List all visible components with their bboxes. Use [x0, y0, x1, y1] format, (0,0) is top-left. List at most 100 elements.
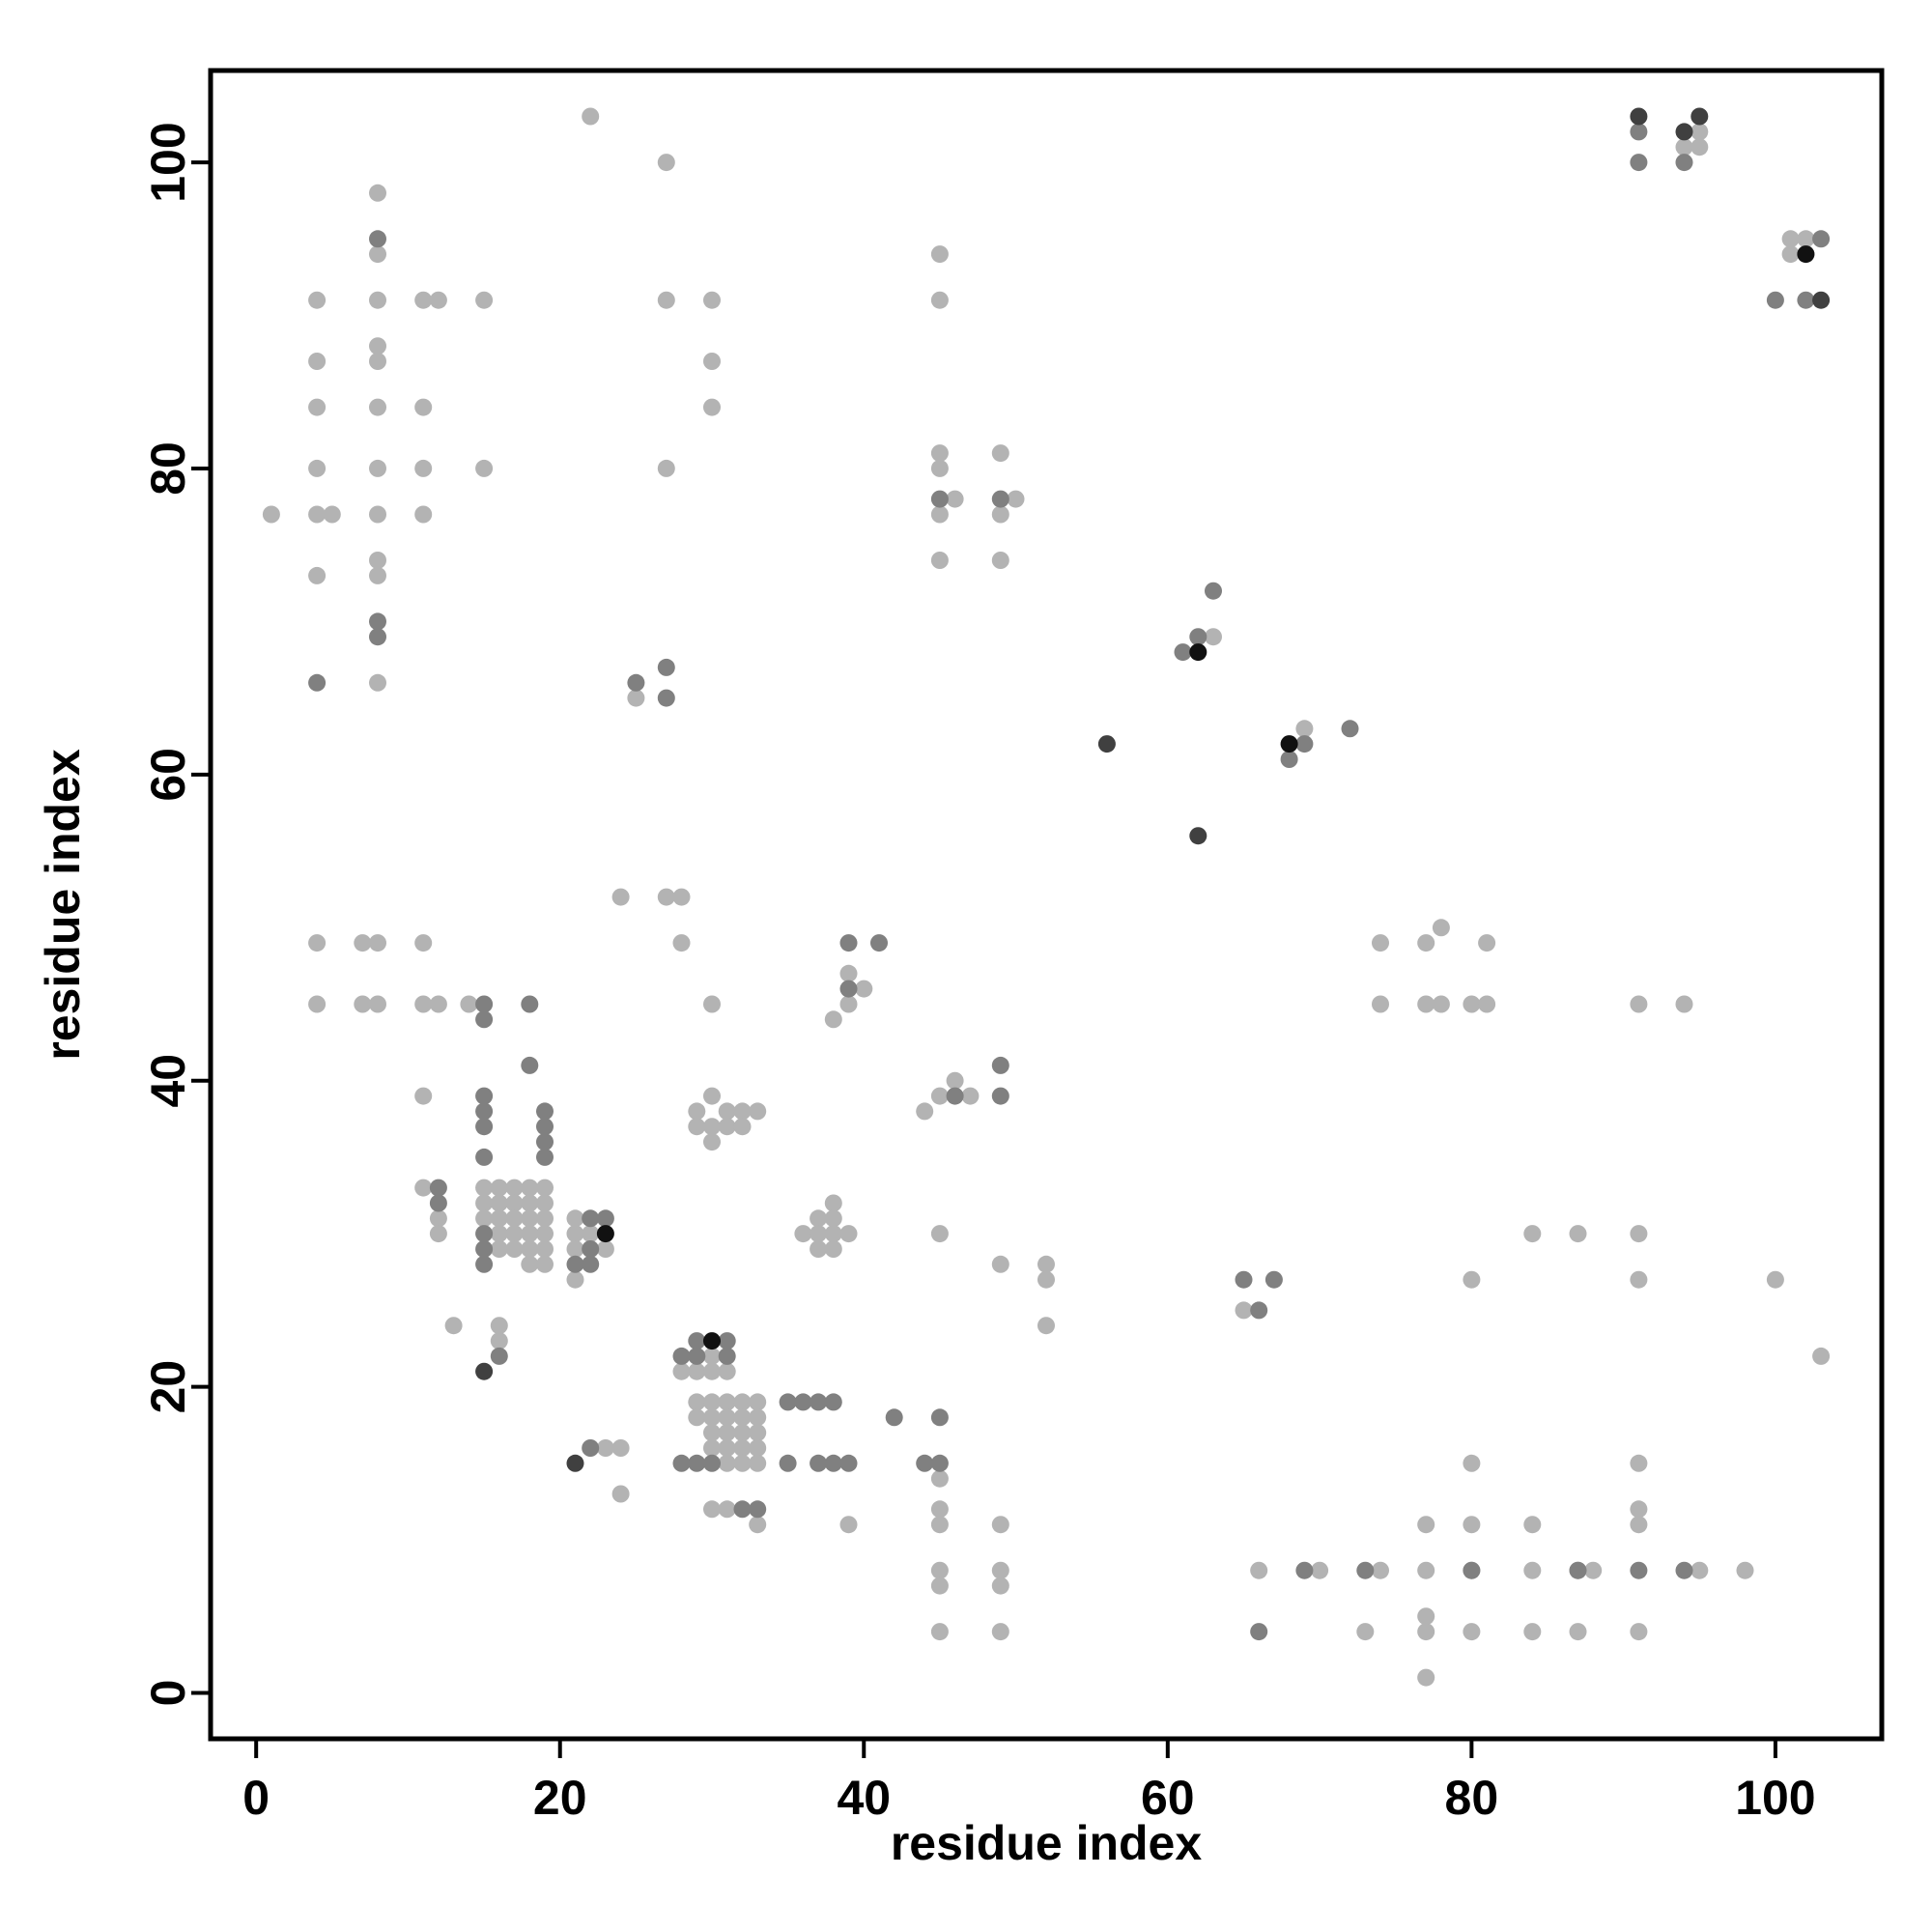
data-point-black	[1280, 735, 1298, 753]
data-point-light	[1523, 1623, 1542, 1641]
data-point-light	[414, 459, 433, 477]
data-point-mid	[1205, 582, 1222, 600]
data-point-light	[688, 1118, 706, 1136]
data-point-mid	[429, 1179, 447, 1197]
data-point-mid	[1235, 1270, 1253, 1289]
data-point-light	[414, 995, 433, 1013]
data-point-light	[703, 1424, 721, 1442]
data-point-light	[1235, 1301, 1253, 1320]
data-point-light	[672, 1362, 691, 1380]
data-point-light	[1523, 1225, 1542, 1243]
data-point-light	[308, 353, 327, 370]
data-point-mid	[688, 1454, 706, 1472]
data-point-light	[429, 1209, 447, 1228]
data-point-light	[718, 1500, 736, 1519]
data-point-light	[839, 964, 858, 982]
data-point-light	[536, 1240, 554, 1258]
data-point-light	[262, 505, 280, 524]
data-point-mid	[794, 1393, 812, 1411]
data-point-mid	[536, 1118, 554, 1136]
data-point-mid	[429, 1194, 447, 1212]
data-point-mid	[1797, 291, 1815, 309]
data-point-light	[414, 1179, 433, 1197]
data-point-mid	[369, 628, 386, 646]
y-tick-label: 20	[141, 1360, 195, 1414]
data-point-mid	[582, 1255, 600, 1273]
data-point-dark	[1097, 735, 1116, 753]
data-point-mid	[536, 1102, 554, 1121]
data-point-light	[733, 1393, 752, 1411]
data-point-light	[733, 1118, 752, 1136]
data-point-light	[611, 1485, 630, 1503]
data-point-light	[1690, 123, 1709, 141]
data-point-light	[703, 1500, 721, 1519]
data-point-light	[308, 566, 327, 584]
data-point-light	[369, 505, 386, 524]
data-point-light	[703, 353, 721, 370]
data-point-light	[657, 291, 675, 309]
data-point-light	[1463, 1454, 1481, 1472]
data-point-mid	[824, 1393, 842, 1411]
data-point-mid	[475, 1010, 494, 1029]
x-tick-label: 60	[1141, 1771, 1195, 1825]
data-point-light	[308, 459, 327, 477]
data-point-light	[1432, 919, 1450, 937]
data-point-light	[429, 995, 447, 1013]
data-point-dark	[475, 1362, 494, 1380]
data-point-light	[414, 505, 433, 524]
data-point-mid	[1675, 154, 1693, 172]
data-point-light	[308, 398, 327, 416]
data-point-mid	[930, 1408, 949, 1427]
data-point-light	[991, 1255, 1009, 1273]
data-point-light	[1812, 1347, 1831, 1365]
data-point-light	[1797, 230, 1815, 248]
data-point-light	[810, 1225, 828, 1243]
y-axis: 0 20 40 60 80 100	[141, 122, 211, 1706]
data-point-light	[1311, 1561, 1329, 1579]
data-point-mid	[582, 1439, 600, 1457]
data-point-light	[1250, 1561, 1268, 1579]
data-point-light	[1675, 138, 1693, 156]
y-tick-label: 100	[141, 122, 195, 202]
data-point-light	[460, 995, 478, 1013]
data-point-light	[1523, 1516, 1542, 1534]
data-point-light	[354, 934, 372, 952]
data-point-light	[991, 552, 1009, 569]
data-point-dark	[1189, 827, 1208, 845]
data-point-light	[991, 1561, 1009, 1579]
data-point-light	[369, 353, 386, 370]
data-point-light	[930, 1087, 949, 1105]
data-point-mid	[1250, 1623, 1268, 1641]
data-point-mid	[369, 612, 386, 631]
data-point-light	[930, 1577, 949, 1595]
data-point-light	[930, 1469, 949, 1488]
data-point-light	[1037, 1255, 1055, 1273]
data-point-light	[749, 1439, 767, 1457]
data-point-mid	[779, 1393, 797, 1411]
y-axis-title: residue index	[36, 749, 90, 1061]
data-point-light	[414, 291, 433, 309]
data-point-light	[1781, 230, 1800, 248]
data-point-light	[369, 552, 386, 569]
data-point-light	[733, 1424, 752, 1442]
data-point-mid	[657, 658, 675, 676]
data-point-mid	[946, 1087, 964, 1105]
data-point-light	[703, 1408, 721, 1427]
data-point-mid	[475, 1102, 494, 1121]
data-point-light	[1569, 1225, 1587, 1243]
data-point-light	[824, 1010, 842, 1029]
data-point-light	[1690, 1561, 1709, 1579]
data-point-mid	[839, 980, 858, 998]
data-point-light	[1569, 1623, 1587, 1641]
data-point-mid	[672, 1454, 691, 1472]
data-point-light	[536, 1225, 554, 1243]
data-point-dark	[1630, 107, 1648, 126]
data-point-mid	[1675, 1561, 1693, 1579]
data-point-light	[1417, 1607, 1435, 1626]
y-tick-label: 60	[141, 748, 195, 802]
data-point-light	[733, 1439, 752, 1457]
data-point-mid	[521, 995, 539, 1013]
data-point-mid	[991, 490, 1009, 508]
data-point-light	[991, 505, 1009, 524]
data-point-light	[991, 444, 1009, 463]
